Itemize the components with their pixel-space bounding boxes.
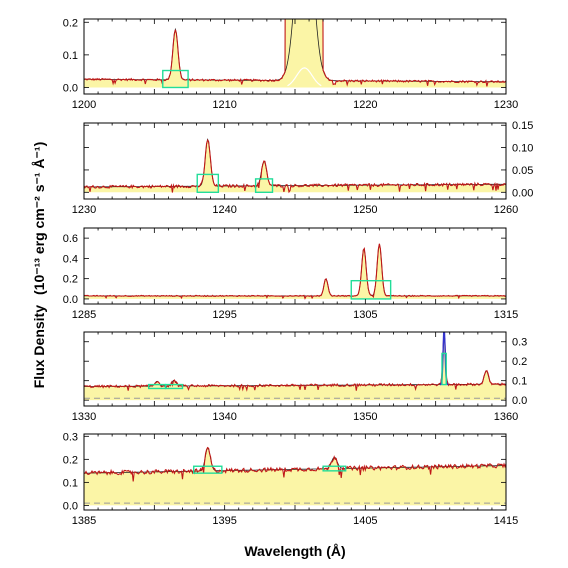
flux-line [84,19,506,87]
x-tick-label: 1305 [353,309,377,321]
flux-fill [84,19,506,88]
x-tick-label: 1295 [212,309,236,321]
y-tick-label: 0.2 [63,17,78,29]
flux-fill [84,140,506,193]
x-tick-label: 1250 [353,204,377,216]
x-tick-label: 1210 [212,99,236,111]
x-tick-label: 1230 [72,204,96,216]
y-tick-label: 0.1 [63,50,78,62]
flux-line [84,446,506,482]
x-tick-label: 1285 [72,309,96,321]
y-tick-label: 0.1 [63,477,78,489]
flux-line [84,138,506,194]
y-tick-label: 0.0 [512,395,527,407]
x-tick-label: 1360 [494,411,518,423]
x-tick-label: 1350 [353,411,377,423]
flux-fill [84,243,506,299]
line-window-box [193,465,223,474]
flux-fill [84,447,506,506]
x-tick-label: 1405 [353,515,377,527]
x-tick-label: 1220 [353,99,377,111]
x-tick-label: 1260 [494,204,518,216]
model-line [84,138,506,188]
x-axis-title: Wavelength (Å) [244,543,345,559]
y-tick-label: 0.2 [512,356,527,368]
y-tick-label: 0.00 [512,187,533,199]
x-tick-label: 1385 [72,515,96,527]
spectrum-panel-3: 1285 1295 1305 1315 0.0 0.2 0.4 0.6 [63,227,518,321]
line-window-box [162,69,189,89]
y-axis-title-units: (10⁻¹³ erg cm⁻² s⁻¹ Å⁻¹) [31,142,47,295]
x-tick-label: 1230 [494,99,518,111]
line-window-box [322,465,347,472]
y-tick-label: 0.1 [512,376,527,388]
spectrum-panel-4: 1330 1340 1350 1360 0.0 0.1 0.2 0.3 [72,331,527,423]
line-window-box [350,279,392,300]
x-tick-label: 1315 [494,309,518,321]
line-window-box [254,178,274,193]
spectrum-panel-2: 1230 1240 1250 1260 0.00 0.05 0.10 0.15 [72,120,534,216]
y-tick-label: 0.15 [512,120,533,132]
spectrum-panel-1: 1200 1210 1220 1230 0.0 0.1 0.2 [63,17,519,111]
flux-line [84,243,506,300]
y-tick-label: 0.0 [63,82,78,94]
model-line [84,244,506,297]
y-tick-label: 0.2 [63,274,78,286]
y-tick-label: 0.6 [63,233,78,245]
panel-frame [83,227,507,305]
y-axis-title: Flux Density (10⁻¹³ erg cm⁻² s⁻¹ Å⁻¹) [31,142,47,389]
line-window-box [196,173,220,193]
y-tick-label: 0.0 [63,294,78,306]
line-window-box [164,383,184,390]
y-tick-label: 0.4 [63,253,78,265]
x-tick-label: 1200 [72,99,96,111]
x-tick-label: 1340 [212,411,236,423]
y-tick-label: 0.2 [63,454,78,466]
line-window-box [441,352,447,386]
y-tick-label: 0.3 [512,337,527,349]
y-tick-label: 0.05 [512,165,533,177]
y-tick-label: 0.10 [512,143,533,155]
spectrum-panel-5: 1385 1395 1405 1415 0.0 0.1 0.2 0.3 [63,431,519,527]
x-tick-label: 1330 [72,411,96,423]
y-tick-label: 0.3 [63,431,78,443]
y-tick-label: 0.0 [63,500,78,512]
x-tick-label: 1240 [212,204,236,216]
x-tick-label: 1395 [212,515,236,527]
y-axis-title-name: Flux Density [31,305,47,388]
saturated-core-line [287,67,322,87]
x-tick-label: 1415 [494,515,518,527]
flux-fill [84,336,506,401]
